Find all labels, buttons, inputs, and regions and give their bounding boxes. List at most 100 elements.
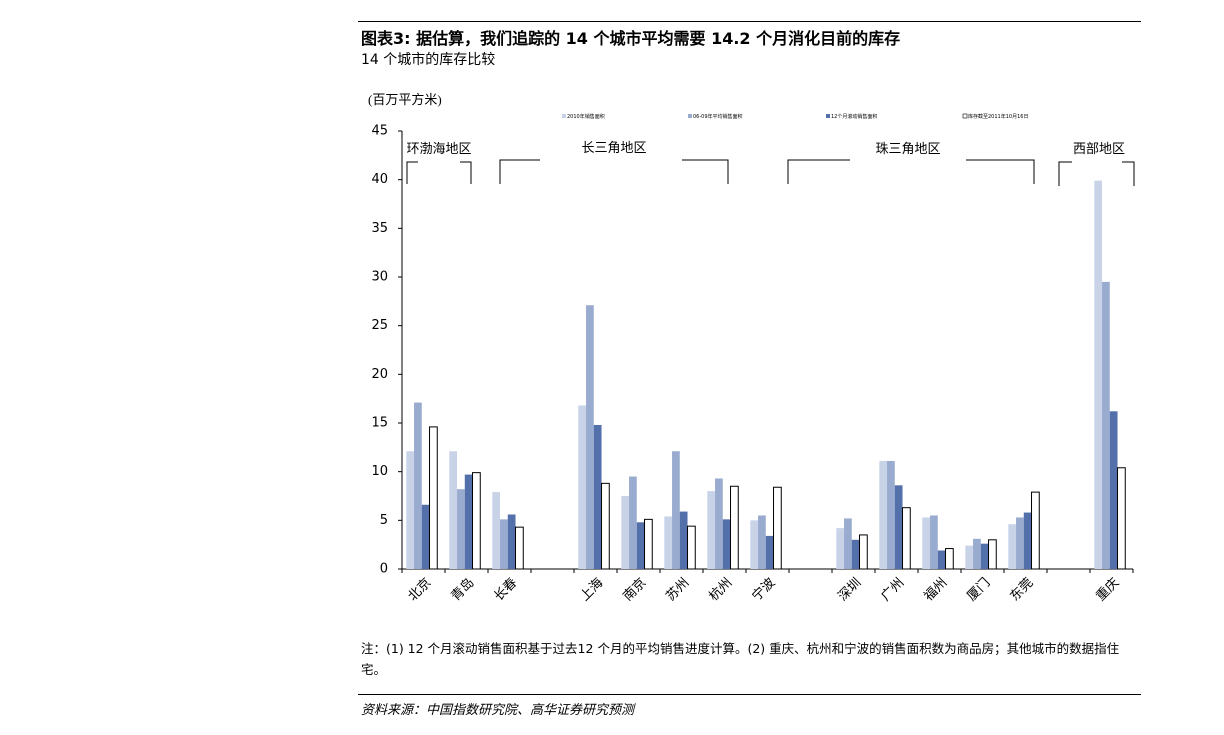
bar bbox=[851, 539, 860, 569]
x-tick-label: 广州 bbox=[878, 575, 907, 604]
bar bbox=[492, 492, 501, 569]
x-tick-label: 北京 bbox=[405, 575, 434, 604]
y-tick-label: 35 bbox=[371, 221, 388, 236]
bar bbox=[629, 476, 637, 569]
bar bbox=[672, 451, 680, 569]
bar bbox=[500, 519, 508, 569]
legend-label: 2010年销售面积 bbox=[567, 113, 605, 120]
bar bbox=[902, 507, 911, 570]
bar bbox=[429, 426, 438, 570]
y-tick-label: 5 bbox=[380, 513, 388, 528]
note: 注：(1) 12 个月滚动销售面积基于过去12 个月的平均销售进度计算。(2) … bbox=[361, 641, 1120, 677]
bar bbox=[1023, 512, 1032, 569]
bar bbox=[758, 515, 766, 569]
bar bbox=[765, 535, 774, 569]
legend-swatch bbox=[826, 114, 830, 118]
x-tick-label: 宁波 bbox=[749, 575, 778, 604]
x-tick-label: 苏州 bbox=[663, 575, 692, 604]
bar bbox=[636, 522, 645, 569]
legend-label: 06-09年平均销售面积 bbox=[693, 113, 743, 120]
region-label: 西部地区 bbox=[1073, 142, 1125, 157]
bar bbox=[1016, 517, 1024, 569]
bar bbox=[1102, 281, 1110, 569]
bar bbox=[937, 550, 946, 569]
y-tick-label: 15 bbox=[371, 416, 388, 431]
region-label: 环渤海地区 bbox=[406, 141, 471, 157]
bar bbox=[507, 514, 516, 569]
region-brackets bbox=[406, 159, 1135, 186]
bar bbox=[715, 478, 723, 569]
y-tick-label: 20 bbox=[371, 367, 388, 382]
y-tick-label: 40 bbox=[371, 172, 388, 187]
bar bbox=[707, 491, 716, 569]
y-tick-label: 25 bbox=[371, 318, 388, 333]
x-tick-label: 上海 bbox=[577, 575, 606, 604]
bar bbox=[593, 424, 602, 569]
bar bbox=[601, 482, 610, 570]
bar bbox=[894, 485, 903, 569]
legend-label: 12个月滚动销售面积 bbox=[831, 113, 877, 120]
bar bbox=[750, 520, 759, 569]
bar bbox=[457, 489, 465, 569]
x-tick-label: 杭州 bbox=[706, 575, 735, 604]
x-tick-label: 青岛 bbox=[448, 575, 477, 604]
bar bbox=[644, 518, 653, 570]
x-tick-label: 南京 bbox=[620, 575, 649, 604]
region-label: 珠三角地区 bbox=[875, 142, 940, 157]
chart: (百万平方米) 环渤海地区 长三角地区 珠三角地区 西部地区 0 5 10 15 20 2… bbox=[368, 92, 1135, 604]
x-tick-label: 厦门 bbox=[964, 575, 993, 604]
bar bbox=[844, 518, 852, 569]
bar bbox=[1008, 524, 1017, 569]
bar bbox=[965, 545, 974, 569]
bar bbox=[679, 511, 688, 569]
x-tick-label: 重庆 bbox=[1093, 575, 1122, 604]
bar bbox=[836, 528, 845, 569]
bar bbox=[887, 460, 895, 569]
bar bbox=[449, 451, 458, 569]
bar bbox=[687, 525, 696, 570]
bar bbox=[980, 543, 989, 569]
y-tick-label: 45 bbox=[371, 124, 388, 139]
top-rule bbox=[358, 21, 1141, 22]
x-tick-label: 东莞 bbox=[1007, 575, 1036, 604]
region-label: 长三角地区 bbox=[581, 141, 646, 156]
y-tick-label: 10 bbox=[371, 464, 388, 479]
x-tick-label: 福州 bbox=[921, 575, 950, 604]
bar bbox=[859, 534, 868, 570]
bar bbox=[773, 486, 782, 570]
bar bbox=[621, 496, 630, 569]
y-tick-label: 30 bbox=[371, 270, 388, 285]
source: 资料来源：中国指数研究院、高华证券研究预测 bbox=[361, 703, 635, 718]
bar bbox=[472, 472, 481, 570]
bar bbox=[1109, 411, 1118, 569]
bar bbox=[922, 517, 931, 569]
bar bbox=[930, 515, 938, 569]
bar bbox=[586, 305, 594, 569]
legend-swatch bbox=[962, 113, 968, 119]
bar bbox=[879, 460, 888, 569]
chart-title: 图表3: 据估算，我们追踪的 14 个城市平均需要 14.2 个月消化目前的库存 bbox=[361, 29, 901, 48]
bar bbox=[464, 474, 473, 569]
x-tick-label: 深圳 bbox=[835, 575, 864, 604]
bar bbox=[988, 539, 997, 570]
x-tick-label: 长春 bbox=[491, 575, 520, 604]
bar bbox=[945, 548, 954, 570]
bar bbox=[1094, 180, 1103, 569]
bar bbox=[1117, 467, 1126, 570]
bar bbox=[406, 451, 415, 569]
bar bbox=[421, 504, 430, 569]
legend-swatch bbox=[688, 114, 692, 118]
bar bbox=[722, 519, 731, 569]
chart-subtitle: 14 个城市的库存比较 bbox=[361, 52, 496, 68]
bar bbox=[414, 402, 422, 569]
bar bbox=[515, 526, 524, 570]
bar bbox=[1031, 491, 1040, 570]
legend-label: 库存截至2011年10月16日 bbox=[968, 113, 1028, 120]
y-axis-label: (百万平方米) bbox=[368, 92, 442, 107]
y-tick-label: 0 bbox=[380, 562, 388, 577]
bar bbox=[664, 516, 673, 569]
bottom-rule bbox=[358, 694, 1141, 695]
bar bbox=[730, 485, 739, 570]
legend-swatch bbox=[562, 114, 566, 118]
